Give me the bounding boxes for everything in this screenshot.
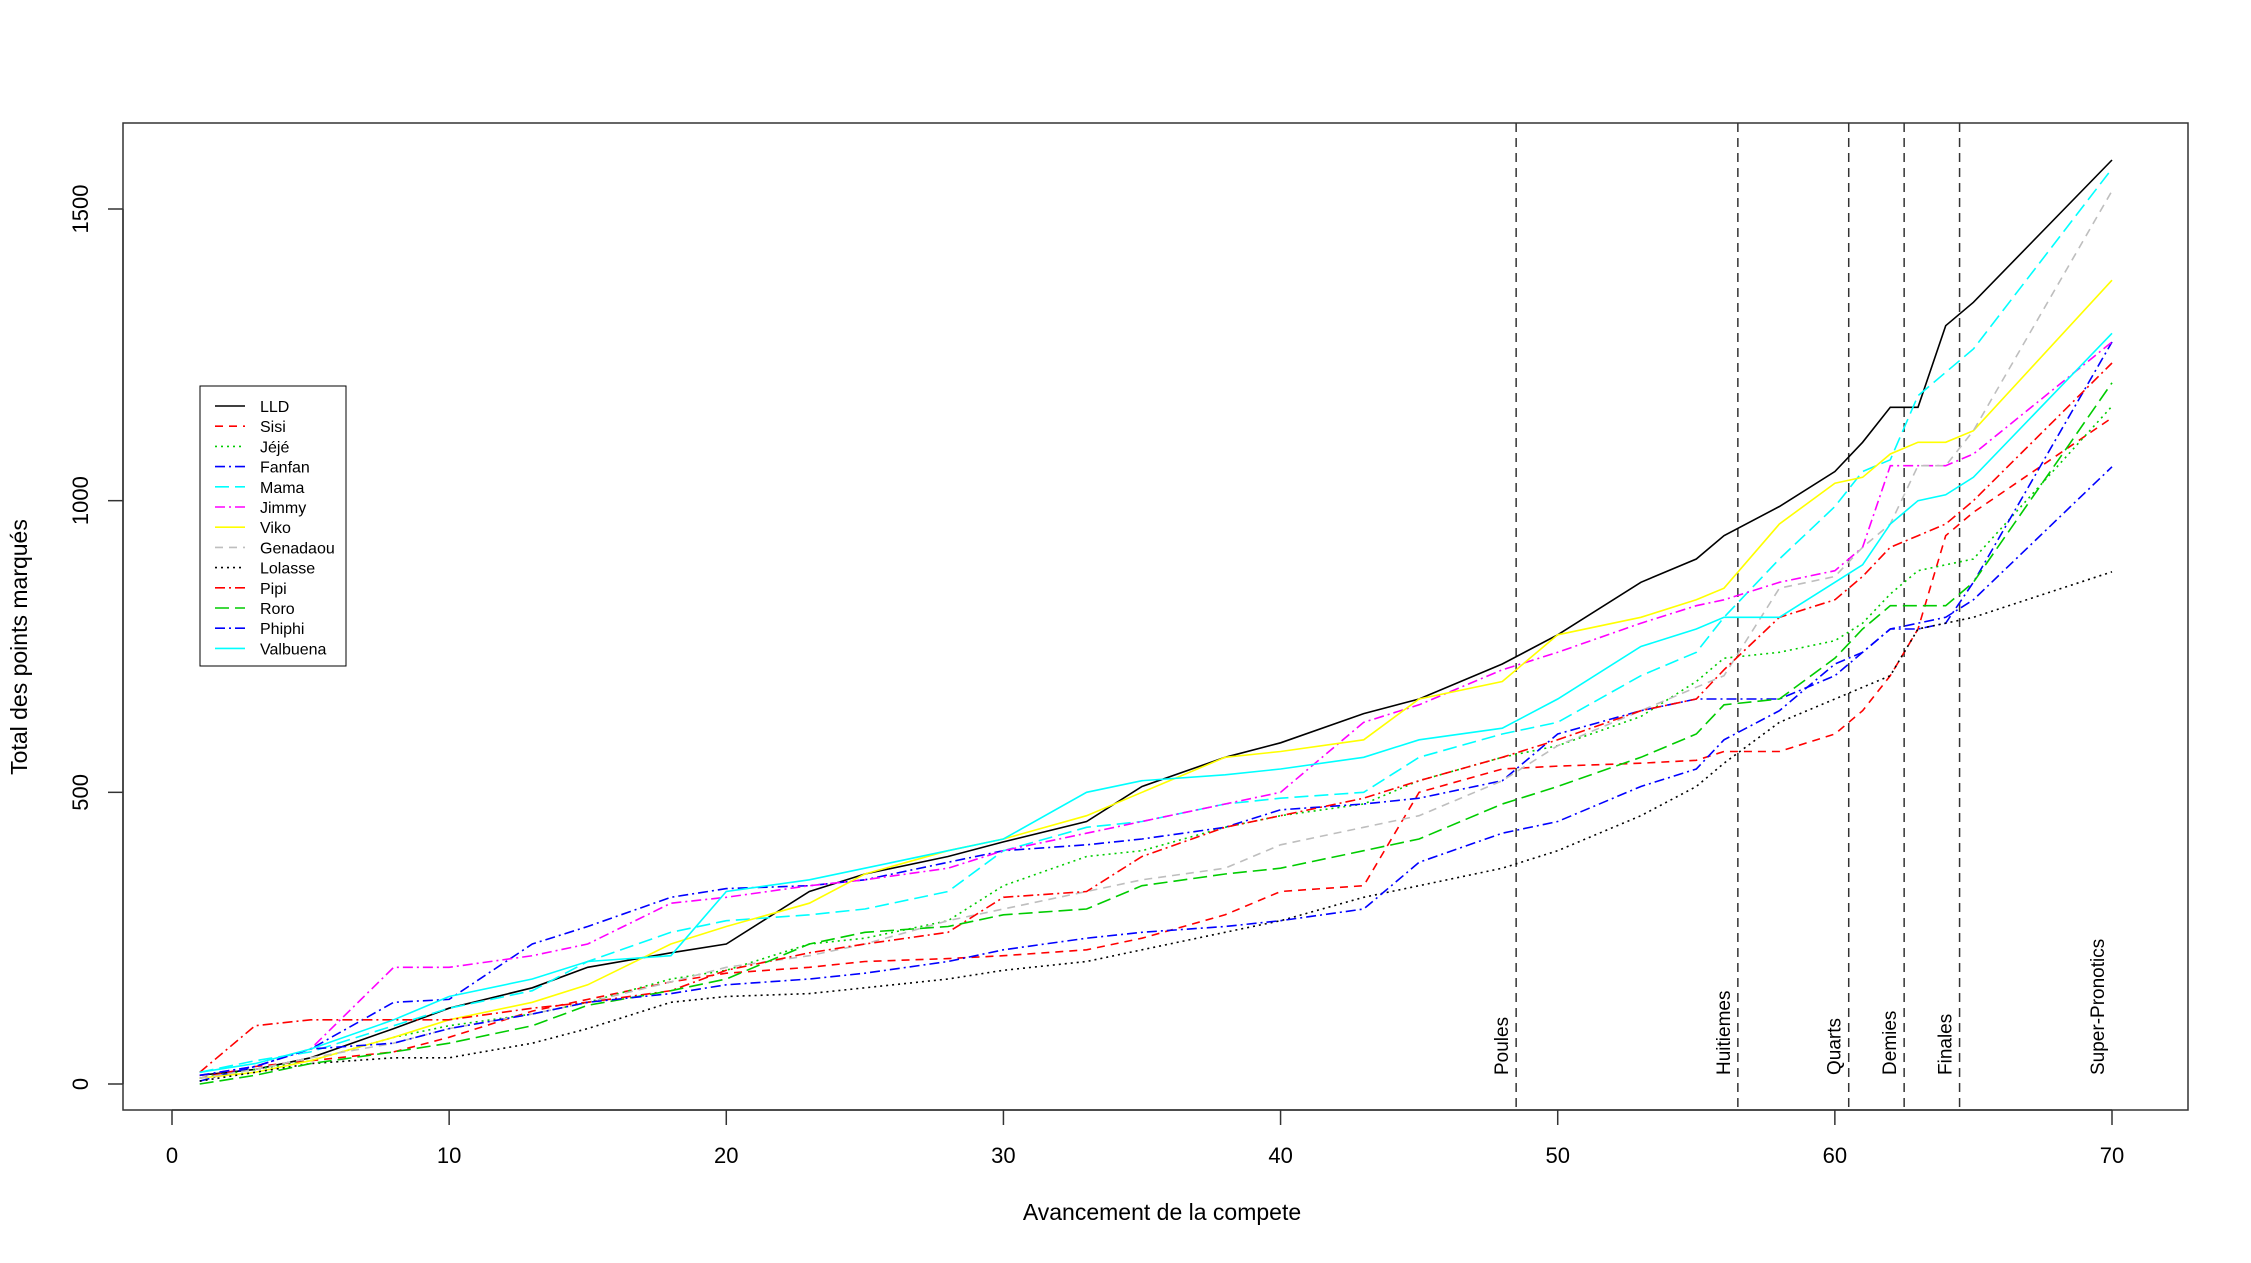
series-line-mama: [199, 168, 2113, 1074]
legend-label-mama: Mama: [260, 480, 305, 497]
y-axis-title: Total des points marqués: [6, 519, 32, 775]
x-tick-label: 10: [437, 1143, 461, 1168]
y-tick-label: 1500: [68, 185, 93, 234]
phase-label-demies: Demies: [1880, 1011, 1901, 1075]
series-line-genadaou: [199, 190, 2113, 1079]
series-line-pipi: [199, 362, 2113, 1073]
legend-label-jéjé: Jéjé: [260, 439, 289, 456]
series-line-roro: [199, 382, 2113, 1085]
legend: LLD Sisi Jéjé Fanfan Mama Jimmy Viko Genadaou Lo…: [199, 385, 347, 667]
phase-label-huitiemes: Huitiemes: [1714, 991, 1735, 1075]
series-line-phiphi: [199, 466, 2113, 1077]
series-line-fanfan: [199, 341, 2113, 1082]
x-tick-label: 40: [1268, 1143, 1292, 1168]
y-tick-label: 0: [68, 1078, 93, 1090]
series-lines: [199, 159, 2113, 1085]
series-line-jéjé: [199, 405, 2113, 1079]
series-line-viko: [199, 279, 2113, 1079]
x-axis-title: Avancement de la compete: [1023, 1199, 1301, 1225]
series-line-lld: [199, 159, 2113, 1077]
phase-label-finales: Finales: [1936, 1014, 1957, 1075]
legend-label-lld: LLD: [260, 399, 289, 416]
x-tick-label: 70: [2100, 1143, 2124, 1168]
series-line-lolasse: [199, 571, 2113, 1082]
series-line-sisi: [199, 417, 2113, 1079]
legend-label-viko: Viko: [260, 520, 291, 537]
phase-label-super-pronotics: Super-Pronotics: [2088, 939, 2109, 1075]
x-tick-label: 30: [991, 1143, 1015, 1168]
y-axis: 0 500 1000 1500: [68, 185, 124, 1090]
phase-label-poules: Poules: [1492, 1017, 1513, 1075]
x-tick-label: 50: [1545, 1143, 1569, 1168]
series-line-valbuena: [199, 332, 2113, 1074]
phase-label-quarts: Quarts: [1825, 1018, 1846, 1075]
y-tick-label: 500: [68, 774, 93, 811]
phase-separators: Poules Huitiemes Quarts Demies Finales Super-…: [1492, 123, 2109, 1110]
series-line-jimmy: [199, 341, 2113, 1077]
legend-label-valbuena: Valbuena: [260, 641, 327, 658]
x-tick-label: 20: [714, 1143, 738, 1168]
x-tick-label: 60: [1823, 1143, 1847, 1168]
x-tick-label: 0: [166, 1143, 178, 1168]
legend-label-pipi: Pipi: [260, 581, 287, 598]
legend-label-roro: Roro: [260, 601, 295, 618]
y-tick-label: 1000: [68, 476, 93, 525]
legend-label-genadaou: Genadaou: [260, 540, 335, 557]
legend-box: [199, 385, 347, 667]
legend-label-fanfan: Fanfan: [260, 460, 310, 477]
legend-label-phiphi: Phiphi: [260, 621, 304, 638]
x-axis: 0 10 20 30 40 50 60 70: [166, 1109, 2124, 1168]
legend-label-sisi: Sisi: [260, 419, 286, 436]
legend-label-jimmy: Jimmy: [260, 500, 306, 517]
legend-label-lolasse: Lolasse: [260, 561, 315, 578]
